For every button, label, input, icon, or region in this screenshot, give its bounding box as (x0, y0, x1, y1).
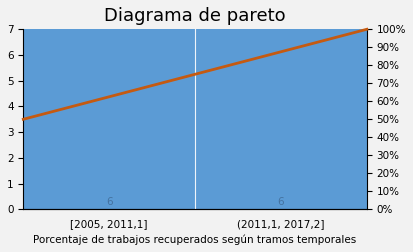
Bar (23, 55, 195, 209)
Title: Diagrama de pareto: Diagrama de pareto (104, 7, 286, 25)
Text: 6: 6 (278, 197, 284, 207)
X-axis label: Porcentaje de trabajos recuperados según tramos temporales: Porcentaje de trabajos recuperados según… (33, 235, 357, 245)
Bar (195, 55, 367, 209)
Text: 6: 6 (106, 197, 112, 207)
